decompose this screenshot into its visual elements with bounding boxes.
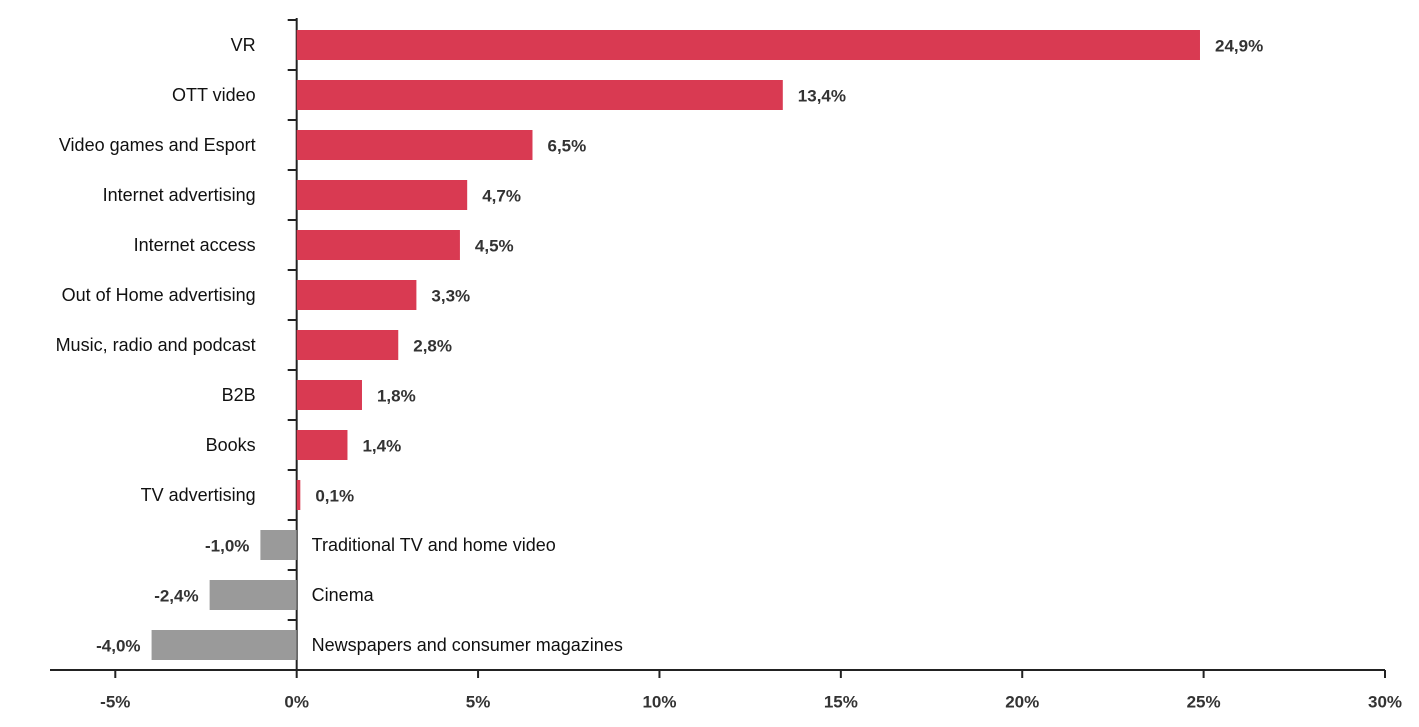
bar: [151, 630, 297, 660]
bar: [296, 230, 460, 260]
category-label: Newspapers and consumer magazines: [312, 635, 623, 655]
value-label: 2,8%: [413, 336, 452, 355]
bar: [296, 80, 783, 110]
category-label: OTT video: [172, 85, 256, 105]
category-label: VR: [231, 35, 256, 55]
bar: [296, 380, 362, 410]
value-label: 4,7%: [482, 186, 521, 205]
category-label: Video games and Esport: [59, 135, 256, 155]
bar: [296, 180, 468, 210]
bar: [260, 530, 297, 560]
category-label: Traditional TV and home video: [312, 535, 556, 555]
x-tick-label: -5%: [100, 692, 130, 711]
x-tick-label: 5%: [466, 692, 491, 711]
value-label: -1,0%: [205, 536, 249, 555]
value-label: 13,4%: [798, 86, 846, 105]
value-label: 4,5%: [475, 236, 514, 255]
x-tick-label: 20%: [1005, 692, 1039, 711]
value-label: 3,3%: [431, 286, 470, 305]
x-tick-label: 0%: [284, 692, 309, 711]
bar: [209, 580, 297, 610]
category-label: Internet advertising: [103, 185, 256, 205]
category-label: B2B: [222, 385, 256, 405]
category-label: TV advertising: [141, 485, 256, 505]
bar: [296, 280, 417, 310]
category-label: Books: [206, 435, 256, 455]
bar: [296, 330, 399, 360]
bar: [296, 480, 301, 510]
category-label: Music, radio and podcast: [56, 335, 256, 355]
x-tick-label: 30%: [1368, 692, 1402, 711]
bar: [296, 430, 348, 460]
x-tick-label: 15%: [824, 692, 858, 711]
category-label: Internet access: [134, 235, 256, 255]
bar: [296, 30, 1200, 60]
value-label: 24,9%: [1215, 36, 1263, 55]
value-label: 6,5%: [547, 136, 586, 155]
value-label: 1,8%: [377, 386, 416, 405]
value-label: -4,0%: [96, 636, 140, 655]
value-label: 1,4%: [362, 436, 401, 455]
category-label: Out of Home advertising: [62, 285, 256, 305]
x-tick-label: 25%: [1187, 692, 1221, 711]
bar: [296, 130, 533, 160]
value-label: 0,1%: [315, 486, 354, 505]
category-label: Cinema: [312, 585, 375, 605]
value-label: -2,4%: [154, 586, 198, 605]
x-tick-label: 10%: [642, 692, 676, 711]
